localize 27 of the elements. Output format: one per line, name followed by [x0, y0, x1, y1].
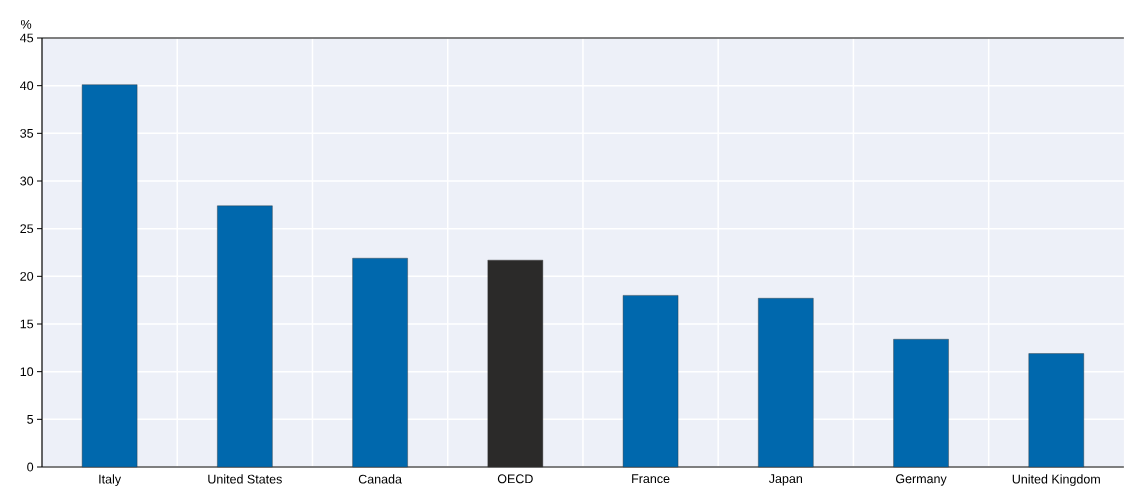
x-tick-label: Germany: [895, 474, 947, 486]
y-axis-title: %: [20, 19, 32, 29]
y-tick-label: 30: [20, 176, 34, 186]
bar: [1028, 353, 1084, 468]
bar: [217, 205, 273, 468]
y-tick-label: 5: [27, 414, 34, 424]
y-tick-label: 45: [20, 33, 34, 43]
y-tick-label: 35: [20, 128, 34, 138]
x-tick-label: Japan: [768, 474, 803, 486]
bar: [81, 84, 138, 468]
bar: [622, 295, 679, 468]
y-tick-label: 10: [20, 367, 34, 377]
bar: [893, 339, 949, 468]
x-tick-label: United States: [208, 474, 282, 484]
x-tick-label: United Kingdom: [1012, 474, 1100, 487]
y-tick-label: 0: [27, 462, 34, 472]
x-tick-label: France: [632, 474, 670, 484]
bar: [352, 258, 408, 468]
y-tick-label: 40: [20, 81, 34, 91]
x-tick-label: Italy: [99, 474, 122, 487]
y-tick-label: 15: [20, 319, 34, 329]
x-tick-label: Canada: [358, 474, 402, 484]
x-tick-label: OECD: [497, 474, 533, 484]
bar: [758, 298, 814, 468]
bar: [487, 259, 544, 468]
y-tick-label: 20: [20, 271, 34, 281]
y-tick-label: 25: [20, 224, 34, 234]
